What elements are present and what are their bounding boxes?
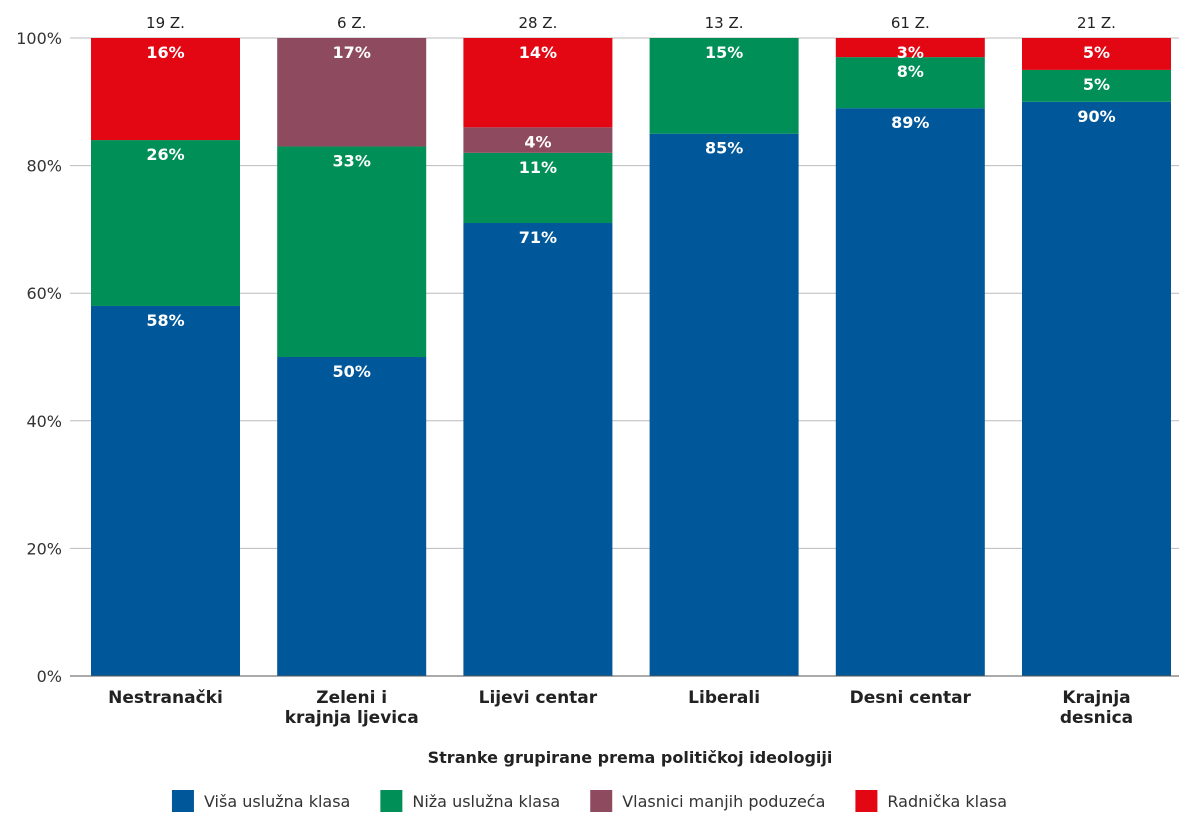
bar-segment	[277, 357, 427, 676]
data-label: 90%	[1077, 107, 1115, 126]
bar-segment	[1022, 69, 1171, 102]
legend-swatch	[380, 790, 403, 812]
x-tick-label: Nestranački	[108, 688, 223, 708]
legend-swatch	[855, 790, 878, 812]
x-tick-label: desnica	[1060, 708, 1133, 728]
data-label: 8%	[897, 62, 924, 81]
bar-segment	[1022, 38, 1171, 70]
data-label: 50%	[333, 362, 371, 381]
data-label: 33%	[333, 151, 371, 170]
data-label: 3%	[897, 43, 924, 62]
legend-item: Vlasnici manjih poduzeća	[590, 790, 825, 812]
x-tick-label: Lijevi centar	[479, 688, 598, 708]
bar-count-label: 28 Z.	[518, 14, 557, 32]
y-tick-label: 20%	[26, 539, 62, 558]
bar-segment	[835, 108, 985, 677]
legend-item: Niža uslužna klasa	[380, 790, 560, 812]
data-label: 5%	[1083, 43, 1110, 62]
data-label: 16%	[146, 43, 184, 62]
bar-segment	[277, 146, 427, 357]
x-tick-label: krajnja ljevica	[285, 708, 419, 728]
data-label: 85%	[705, 139, 743, 158]
bar-segment	[463, 127, 613, 153]
bar-segment	[91, 305, 240, 676]
data-label: 17%	[333, 43, 371, 62]
bar-count-label: 6 Z.	[337, 14, 366, 32]
data-label: 58%	[146, 311, 184, 330]
bar-segment	[1022, 101, 1171, 677]
data-label: 89%	[891, 113, 929, 132]
y-tick-label: 40%	[26, 412, 62, 431]
data-label: 71%	[519, 228, 557, 247]
legend-label: Radnička klasa	[887, 792, 1007, 811]
x-tick-label: Desni centar	[850, 688, 972, 708]
y-tick-label: 60%	[26, 284, 62, 303]
data-label: 26%	[146, 145, 184, 164]
data-label: 5%	[1083, 75, 1110, 94]
bar-segment	[649, 133, 799, 676]
bar-count-label: 21 Z.	[1077, 14, 1116, 32]
bar-segment	[463, 223, 613, 676]
bar-segment	[835, 57, 985, 109]
y-tick-label: 0%	[37, 667, 62, 686]
data-label: 15%	[705, 43, 743, 62]
legend-item: Viša uslužna klasa	[171, 790, 350, 812]
x-axis-label: Stranke grupirane prema političkoj ideol…	[428, 748, 833, 767]
x-tick-label: Zeleni i	[316, 688, 387, 708]
y-tick-label: 100%	[16, 29, 62, 48]
bar-segment	[835, 38, 985, 58]
bar-segment	[649, 38, 799, 134]
bar-segment	[463, 38, 613, 128]
data-label: 4%	[524, 132, 551, 151]
legend-label: Niža uslužna klasa	[412, 792, 560, 811]
bar-segment	[463, 152, 613, 224]
legend-swatch	[171, 790, 194, 812]
bar-segment	[91, 140, 240, 306]
y-tick-label: 80%	[26, 157, 62, 176]
data-label: 11%	[519, 158, 557, 177]
bar-count-label: 13 Z.	[705, 14, 744, 32]
bar-count-label: 19 Z.	[146, 14, 185, 32]
bar-count-label: 61 Z.	[891, 14, 930, 32]
legend-label: Viša uslužna klasa	[204, 792, 350, 811]
data-label: 14%	[519, 43, 557, 62]
bar-segment	[91, 38, 240, 141]
legend-item: Radnička klasa	[855, 790, 1007, 812]
legend-swatch	[590, 790, 613, 812]
x-tick-label: Liberali	[688, 688, 760, 708]
x-tick-label: Krajnja	[1062, 688, 1130, 708]
legend-label: Vlasnici manjih poduzeća	[622, 792, 825, 811]
bar-segment	[277, 38, 427, 147]
